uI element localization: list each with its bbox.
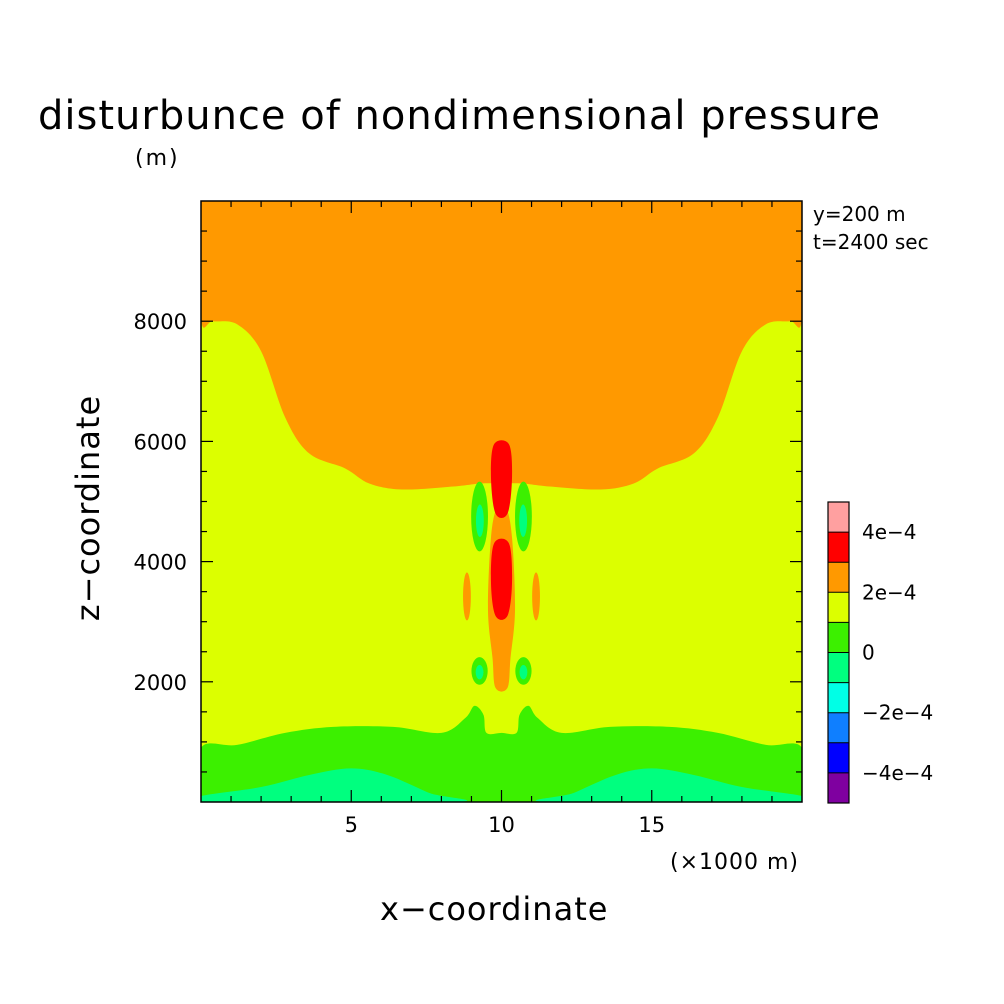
colorbar-tick-label: 0 bbox=[862, 641, 875, 665]
left-side-blob bbox=[463, 572, 471, 621]
colorbar-level bbox=[828, 622, 849, 653]
x-tick-label: 5 bbox=[345, 813, 358, 837]
colorbar-level bbox=[828, 652, 849, 683]
lower-red-core bbox=[490, 538, 513, 620]
left-upper-vortex-core bbox=[475, 504, 484, 537]
colorbar-tick-label: 2e−4 bbox=[862, 580, 917, 604]
y-tick-label: 8000 bbox=[134, 310, 187, 334]
colorbar-level bbox=[828, 502, 849, 533]
contour-fields bbox=[201, 201, 802, 802]
x-axis-unit: (×1000 m) bbox=[670, 850, 800, 875]
surface-low-pressure-right bbox=[535, 768, 802, 802]
colorbar-level bbox=[828, 682, 849, 713]
upper-high-pressure bbox=[201, 201, 802, 490]
y-tick-label: 6000 bbox=[134, 430, 187, 454]
colorbar-level bbox=[828, 532, 849, 563]
colorbar-tick-label: −2e−4 bbox=[862, 701, 933, 725]
y-tick-label: 2000 bbox=[134, 671, 187, 695]
y-tick-label: 4000 bbox=[134, 551, 187, 575]
annotation-t: t=2400 sec bbox=[813, 230, 929, 254]
colorbar-level bbox=[828, 592, 849, 623]
chart-title: disturbunce of nondimensional pressure bbox=[38, 93, 881, 139]
colorbar-level bbox=[828, 772, 849, 803]
x-axis-label: x−coordinate bbox=[380, 890, 609, 928]
y-axis-unit: (m) bbox=[135, 146, 180, 171]
colorbar-tick-label: 4e−4 bbox=[862, 520, 917, 544]
right-side-blob bbox=[532, 572, 540, 621]
colorbar-level bbox=[828, 712, 849, 743]
left-lower-vortex-core bbox=[475, 664, 484, 680]
upper-red-core bbox=[490, 440, 513, 519]
colorbar-level bbox=[828, 742, 849, 773]
surface-low-pressure-left bbox=[201, 768, 468, 802]
right-upper-vortex-core bbox=[519, 504, 528, 537]
annotation-y: y=200 m bbox=[813, 202, 906, 226]
right-lower-vortex-core bbox=[519, 664, 528, 680]
colorbar-level bbox=[828, 562, 849, 593]
x-tick-label: 10 bbox=[488, 813, 515, 837]
colorbar-tick-label: −4e−4 bbox=[862, 761, 933, 785]
x-tick-label: 15 bbox=[638, 813, 665, 837]
